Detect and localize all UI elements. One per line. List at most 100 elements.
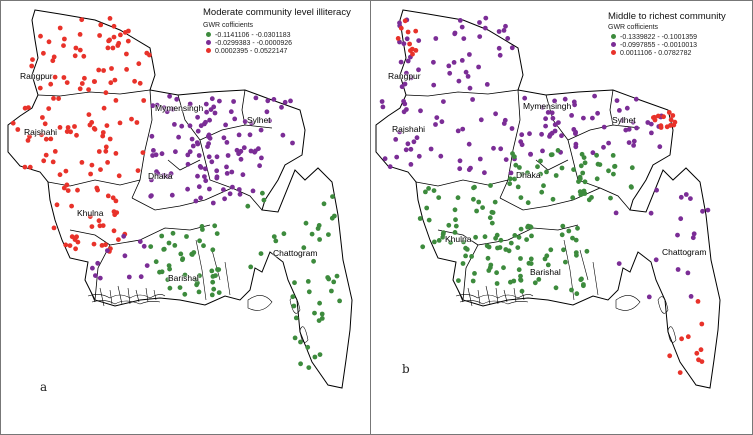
panel-b-city-mymensingh: Mymensingh	[523, 101, 572, 111]
sample-point	[655, 113, 661, 119]
sample-point	[463, 245, 468, 251]
sample-point	[457, 158, 463, 164]
sample-point	[653, 257, 659, 263]
sample-point	[496, 45, 502, 51]
sample-point	[398, 25, 404, 31]
red-dot-icon	[206, 47, 211, 53]
sample-point	[316, 318, 322, 323]
sample-point	[518, 277, 524, 283]
sample-point	[38, 33, 43, 39]
sample-point	[578, 163, 584, 169]
sample-point	[484, 243, 490, 249]
sample-point	[460, 261, 466, 266]
sample-point	[569, 287, 574, 293]
sample-point	[43, 136, 49, 142]
sample-point	[48, 81, 54, 87]
sample-point	[528, 152, 533, 157]
sample-point	[64, 182, 70, 188]
sample-point	[212, 110, 218, 116]
sample-point	[394, 154, 400, 160]
sample-point	[497, 245, 503, 250]
sample-point	[505, 36, 511, 41]
sample-point	[408, 162, 414, 167]
sample-point	[177, 285, 183, 290]
sample-point	[544, 169, 549, 175]
sample-point	[141, 98, 147, 103]
sample-point	[700, 208, 705, 214]
sample-point	[124, 51, 129, 57]
sample-point	[519, 132, 525, 138]
sample-point	[105, 45, 111, 51]
sample-point	[137, 239, 143, 245]
sample-point	[402, 81, 408, 87]
sample-point	[407, 41, 412, 47]
panel-a-letter: a	[40, 380, 48, 394]
sample-point	[414, 135, 420, 141]
sample-point	[134, 120, 140, 125]
sample-point	[259, 155, 264, 161]
sample-point	[438, 153, 444, 159]
sample-point	[512, 154, 517, 160]
sample-point	[96, 67, 102, 73]
sample-point	[571, 167, 576, 173]
sample-point	[431, 59, 436, 65]
sample-point	[172, 243, 178, 248]
sample-point	[153, 259, 159, 265]
sample-point	[334, 273, 340, 279]
sample-point	[27, 164, 33, 170]
sample-point	[519, 288, 525, 294]
sample-point	[397, 20, 402, 26]
sample-point	[453, 223, 459, 229]
sample-point	[62, 36, 67, 42]
sample-point	[230, 184, 235, 190]
sample-point	[95, 260, 101, 266]
sample-point	[471, 196, 476, 202]
sample-point	[203, 178, 209, 184]
sample-point	[261, 197, 267, 203]
panel-divider	[370, 0, 371, 435]
sample-point	[416, 67, 421, 73]
sample-point	[417, 216, 423, 221]
sample-point	[224, 140, 230, 145]
sample-point	[448, 239, 453, 245]
sample-point	[524, 237, 529, 243]
sample-point	[101, 105, 107, 111]
sample-point	[608, 195, 613, 201]
sample-point	[452, 230, 458, 235]
sample-point	[125, 28, 131, 34]
sample-point	[91, 241, 97, 247]
sample-point	[540, 148, 545, 154]
sample-point	[382, 156, 388, 162]
sample-point	[613, 210, 619, 216]
sample-point	[113, 98, 119, 103]
sample-point	[103, 144, 109, 150]
panel-a-city-mymensingh: Mymensingh	[155, 103, 204, 113]
sample-point	[182, 272, 188, 278]
panel-a-legend-item-purple: -0.0299383 - -0.0000926	[206, 39, 292, 48]
sample-point	[522, 95, 528, 101]
sample-point	[221, 135, 227, 141]
sample-point	[25, 138, 31, 143]
sample-point	[214, 175, 220, 181]
sample-point	[629, 165, 635, 171]
sample-point	[193, 198, 199, 204]
sample-point	[332, 213, 337, 219]
sample-point	[553, 285, 559, 291]
sample-point	[189, 136, 195, 142]
sample-point	[488, 183, 493, 188]
sample-point	[581, 282, 586, 287]
sample-point	[221, 187, 226, 193]
sample-point	[576, 179, 581, 185]
sample-point	[54, 202, 60, 208]
sample-point	[41, 50, 46, 56]
sample-point	[291, 303, 297, 309]
sample-point	[570, 195, 576, 201]
sample-point	[39, 132, 44, 138]
sample-point	[194, 140, 200, 146]
sample-point	[52, 74, 58, 80]
sample-point	[238, 148, 244, 154]
sample-point	[236, 187, 242, 192]
sample-point	[149, 177, 154, 183]
sample-point	[507, 176, 513, 182]
sample-point	[249, 120, 254, 126]
